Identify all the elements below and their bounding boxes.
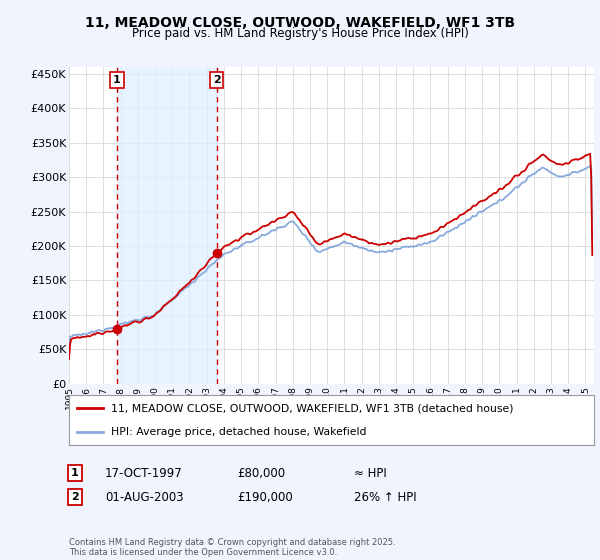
Text: 2: 2 xyxy=(213,75,221,85)
Bar xyxy=(117,67,217,384)
Text: 2: 2 xyxy=(71,492,79,502)
Text: 11, MEADOW CLOSE, OUTWOOD, WAKEFIELD, WF1 3TB: 11, MEADOW CLOSE, OUTWOOD, WAKEFIELD, WF… xyxy=(85,16,515,30)
Text: 01-AUG-2003: 01-AUG-2003 xyxy=(105,491,184,504)
Text: £80,000: £80,000 xyxy=(237,466,285,480)
Text: ≈ HPI: ≈ HPI xyxy=(354,466,387,480)
Text: Contains HM Land Registry data © Crown copyright and database right 2025.
This d: Contains HM Land Registry data © Crown c… xyxy=(69,538,395,557)
Text: 11, MEADOW CLOSE, OUTWOOD, WAKEFIELD, WF1 3TB (detached house): 11, MEADOW CLOSE, OUTWOOD, WAKEFIELD, WF… xyxy=(111,403,514,413)
Text: 17-OCT-1997: 17-OCT-1997 xyxy=(105,466,183,480)
Text: Price paid vs. HM Land Registry's House Price Index (HPI): Price paid vs. HM Land Registry's House … xyxy=(131,27,469,40)
Text: £190,000: £190,000 xyxy=(237,491,293,504)
Text: 1: 1 xyxy=(71,468,79,478)
Text: 26% ↑ HPI: 26% ↑ HPI xyxy=(354,491,416,504)
Text: HPI: Average price, detached house, Wakefield: HPI: Average price, detached house, Wake… xyxy=(111,427,367,437)
Text: 1: 1 xyxy=(113,75,121,85)
